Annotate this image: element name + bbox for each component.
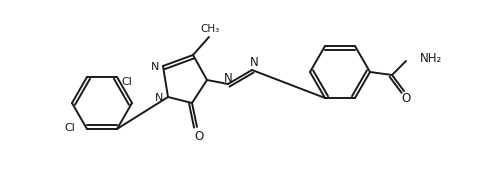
Text: NH₂: NH₂	[420, 52, 442, 65]
Text: O: O	[194, 130, 204, 143]
Text: N: N	[224, 71, 232, 84]
Text: N: N	[155, 93, 163, 103]
Text: N: N	[250, 56, 259, 70]
Text: O: O	[401, 93, 411, 105]
Text: Cl: Cl	[121, 77, 132, 87]
Text: N: N	[151, 62, 159, 72]
Text: Cl: Cl	[64, 123, 75, 133]
Text: CH₃: CH₃	[200, 24, 220, 34]
